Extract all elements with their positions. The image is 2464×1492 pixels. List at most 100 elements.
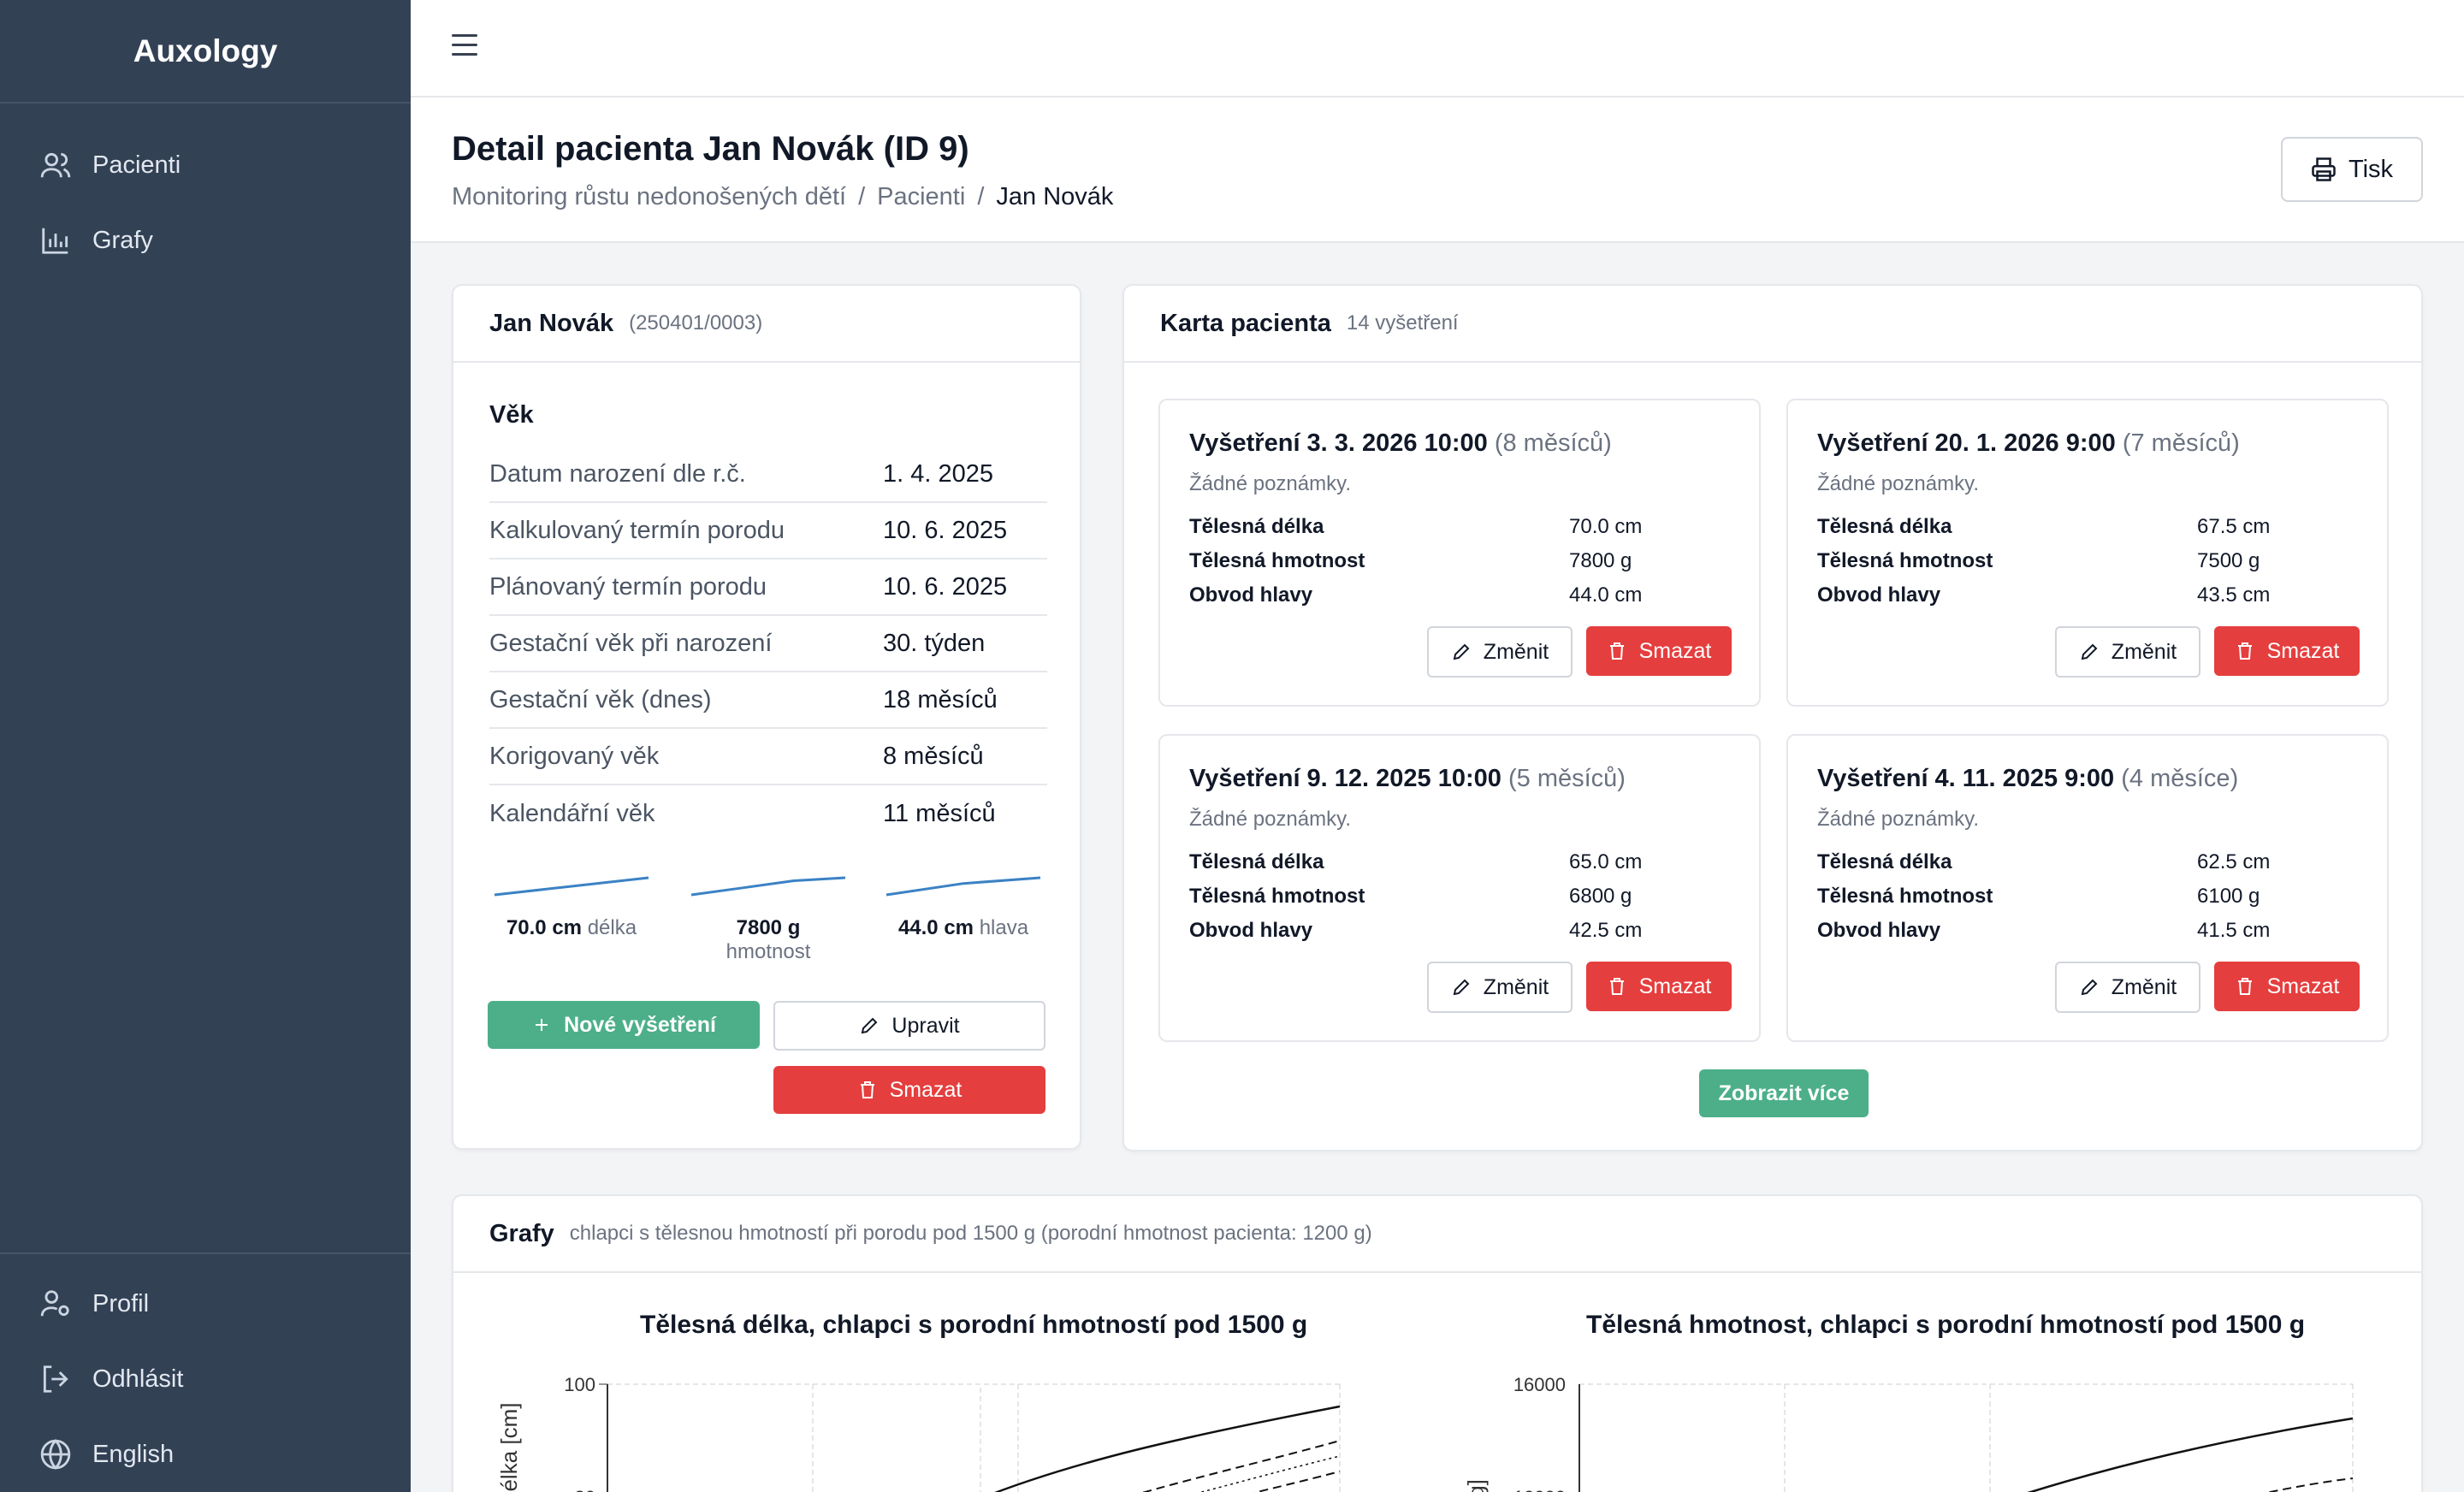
sidebar-item-label: Pacienti <box>92 151 181 179</box>
info-key: Korigovaný věk <box>489 742 660 770</box>
info-row: Korigovaný věk 8 měsíců <box>489 729 1047 785</box>
delete-patient-button[interactable]: Smazat <box>773 1066 1045 1114</box>
length-tick-label: 100 <box>564 1374 595 1395</box>
pencil-icon <box>2081 643 2098 660</box>
exam-item: Vyšetření 20. 1. 2026 9:00 (7 měsíců) Žá… <box>1786 399 2389 707</box>
exam-date: Vyšetření 3. 3. 2026 10:00 <box>1189 429 1488 457</box>
info-value: 8 měsíců <box>883 742 984 770</box>
edit-exam-label: Změnit <box>1483 974 1549 999</box>
delete-exam-button[interactable]: Smazat <box>1586 626 1732 676</box>
measure-value: 44.0 cm <box>1569 583 1643 607</box>
trash-icon <box>1609 642 1624 660</box>
exam-note: Žádné poznámky. <box>1817 472 1979 495</box>
exam-title: Vyšetření 9. 12. 2025 10:00 (5 měsíců) <box>1189 765 1626 793</box>
sidebar-item-odhlasit[interactable]: Odhlásit <box>0 1341 411 1417</box>
exam-note: Žádné poznámky. <box>1189 472 1351 495</box>
measure-label: Tělesná délka <box>1189 515 1324 538</box>
menu-toggle-icon[interactable] <box>452 34 481 63</box>
pencil-icon <box>1453 643 1470 660</box>
page-title: Detail pacienta Jan Novák (ID 9) <box>452 130 969 168</box>
sidebar: Auxology Pacienti Grafy Profil Odhlásit … <box>0 0 411 1492</box>
weight-tick-label: 12000 <box>1513 1487 1566 1492</box>
patient-name: Jan Novák <box>489 309 614 337</box>
sidebar-item-grafy[interactable]: Grafy <box>0 203 411 278</box>
edit-exam-button[interactable]: Změnit <box>1427 626 1573 678</box>
measure-label: Obvod hlavy <box>1189 919 1313 942</box>
sidebar-item-profil[interactable]: Profil <box>0 1266 411 1341</box>
info-row: Datum narození dle r.č. 1. 4. 2025 <box>489 447 1047 503</box>
exam-date: Vyšetření 20. 1. 2026 9:00 <box>1817 429 2116 457</box>
measure-value: 6800 g <box>1569 885 1632 908</box>
trash-icon <box>1609 978 1624 995</box>
exam-age: (7 měsíců) <box>2122 429 2240 457</box>
sparkline-value: 7800 g <box>736 916 801 939</box>
measure-label: Tělesná hmotnost <box>1817 885 1993 908</box>
sidebar-item-pacienti[interactable]: Pacienti <box>0 127 411 203</box>
info-value: 11 měsíců <box>883 799 996 827</box>
delete-exam-button[interactable]: Smazat <box>2214 626 2360 676</box>
length-chart: 100 80 délka [cm] <box>496 1374 1341 1492</box>
trash-icon <box>2237 642 2252 660</box>
info-value: 18 měsíců <box>883 685 998 713</box>
globe-icon <box>40 1439 71 1470</box>
chart-title-length: Tělesná délka, chlapci s porodní hmotnos… <box>640 1311 1308 1339</box>
bar-chart-icon <box>42 228 68 254</box>
edit-exam-button[interactable]: Změnit <box>1427 962 1573 1013</box>
patient-birth-number: (250401/0003) <box>629 311 763 335</box>
measure-value: 65.0 cm <box>1569 850 1643 873</box>
sparkline-unit: délka <box>587 916 637 939</box>
breadcrumb-link-monitoring[interactable]: Monitoring růstu nedonošených dětí <box>452 183 847 210</box>
app-brand: Auxology <box>0 0 411 104</box>
length-percentile-line <box>1253 1471 1341 1492</box>
info-row: Gestační věk (dnes) 18 měsíců <box>489 672 1047 729</box>
delete-patient-label: Smazat <box>889 1077 962 1102</box>
measure-value: 70.0 cm <box>1569 515 1643 538</box>
weight-chart: 16000 12000 [g] <box>1463 1374 2354 1492</box>
delete-exam-label: Smazat <box>1638 638 1712 663</box>
delete-exam-button[interactable]: Smazat <box>2214 962 2360 1011</box>
length-percentile-line <box>993 1405 1341 1492</box>
breadcrumb-current: Jan Novák <box>996 183 1114 210</box>
edit-exam-button[interactable]: Změnit <box>2055 626 2200 678</box>
weight-ylabel: [g] <box>1463 1479 1489 1492</box>
topbar <box>411 0 2464 98</box>
charts-card: Grafy chlapci s tělesnou hmotností při p… <box>452 1194 2423 1492</box>
info-value: 30. týden <box>883 629 986 657</box>
info-row: Plánovaný termín porodu 10. 6. 2025 <box>489 560 1047 616</box>
edit-exam-button[interactable]: Změnit <box>2055 962 2200 1013</box>
sparkline-value: 44.0 cm <box>897 916 974 939</box>
breadcrumb-separator: / <box>977 183 985 210</box>
exam-title: Vyšetření 4. 11. 2025 9:00 (4 měsíce) <box>1817 765 2238 793</box>
length-percentile-line <box>1141 1440 1341 1492</box>
show-more-button[interactable]: Zobrazit více <box>1699 1069 1869 1117</box>
info-key: Datum narození dle r.č. <box>489 459 746 488</box>
info-row: Gestační věk při narození 30. týden <box>489 616 1047 672</box>
breadcrumb-link-pacienti[interactable]: Pacienti <box>877 183 966 210</box>
edit-patient-button[interactable]: Upravit <box>773 1001 1045 1051</box>
delete-exam-label: Smazat <box>1638 974 1712 998</box>
measure-label: Obvod hlavy <box>1189 583 1313 607</box>
delete-exam-button[interactable]: Smazat <box>1586 962 1732 1011</box>
sidebar-item-label: English <box>92 1440 175 1468</box>
pencil-icon <box>862 1017 878 1034</box>
sparkline-unit: hlava <box>979 916 1029 939</box>
charts-title: Grafy <box>489 1219 554 1247</box>
exam-item: Vyšetření 3. 3. 2026 10:00 (8 měsíců) Žá… <box>1158 399 1761 707</box>
measure-value: 62.5 cm <box>2197 850 2271 873</box>
edit-exam-label: Změnit <box>2111 974 2177 999</box>
exam-title: Vyšetření 3. 3. 2026 10:00 (8 měsíců) <box>1189 429 1612 458</box>
sparkline-head-chart <box>886 876 1041 897</box>
print-button[interactable]: Tisk <box>2281 137 2423 202</box>
sparkline-length: 70.0 cm délka <box>486 867 657 940</box>
length-tick-label: 80 <box>575 1487 595 1492</box>
measure-label: Obvod hlavy <box>1817 919 1941 942</box>
sidebar-item-language[interactable]: English <box>0 1417 411 1492</box>
exam-age: (5 měsíců) <box>1507 765 1626 792</box>
exam-item: Vyšetření 9. 12. 2025 10:00 (5 měsíců) Ž… <box>1158 734 1761 1042</box>
new-exam-button[interactable]: Nové vyšetření <box>488 1001 760 1049</box>
measure-label: Tělesná délka <box>1817 515 1952 538</box>
pencil-icon <box>1453 979 1470 996</box>
info-value: 10. 6. 2025 <box>883 516 1008 544</box>
page-header: Detail pacienta Jan Novák (ID 9) Monitor… <box>411 98 2464 243</box>
sparkline-path <box>494 876 649 897</box>
